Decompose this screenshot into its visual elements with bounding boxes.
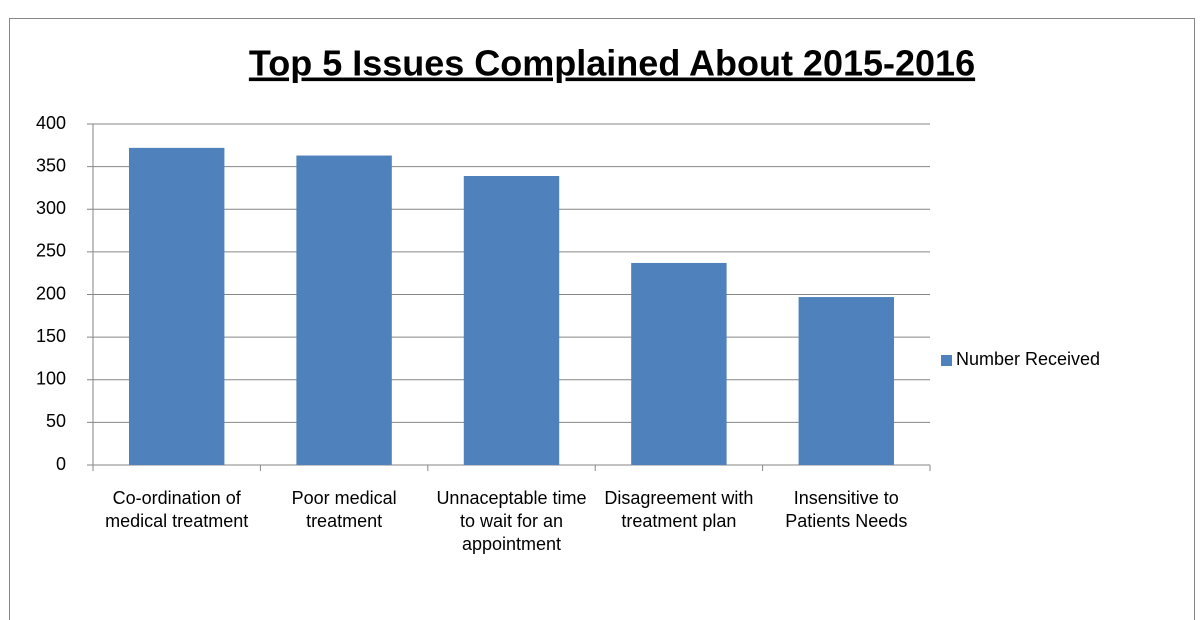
bar [128,147,225,465]
y-tick-label: 0 [56,454,66,474]
bar [463,176,560,465]
x-tick-label: Disagreement with treatment plan [604,488,754,531]
x-tick-label: Unnaceptable time to wait for an appoint… [436,488,587,554]
y-tick-label: 50 [46,411,66,431]
bar [631,262,727,465]
chart-frame [9,18,1195,620]
y-tick-label: 300 [36,198,66,218]
legend-label: Number Received [956,349,1100,369]
y-tick-label: 350 [36,155,66,175]
y-tick-label: 150 [36,326,66,346]
y-tick-label: 400 [36,113,66,133]
x-tick-label: Poor medical treatment [291,488,397,531]
chart-title: Top 5 Issues Complained About 2015-2016 [249,43,975,84]
y-tick-label: 200 [36,283,66,303]
y-tick-label: 100 [36,369,66,389]
legend-swatch [941,355,952,366]
bar [798,297,895,465]
x-tick-label: Insensitive to Patients Needs [785,488,908,531]
bar [296,155,392,466]
x-tick-label: Co-ordination of medical treatment [105,488,249,531]
y-tick-label: 250 [36,241,66,261]
